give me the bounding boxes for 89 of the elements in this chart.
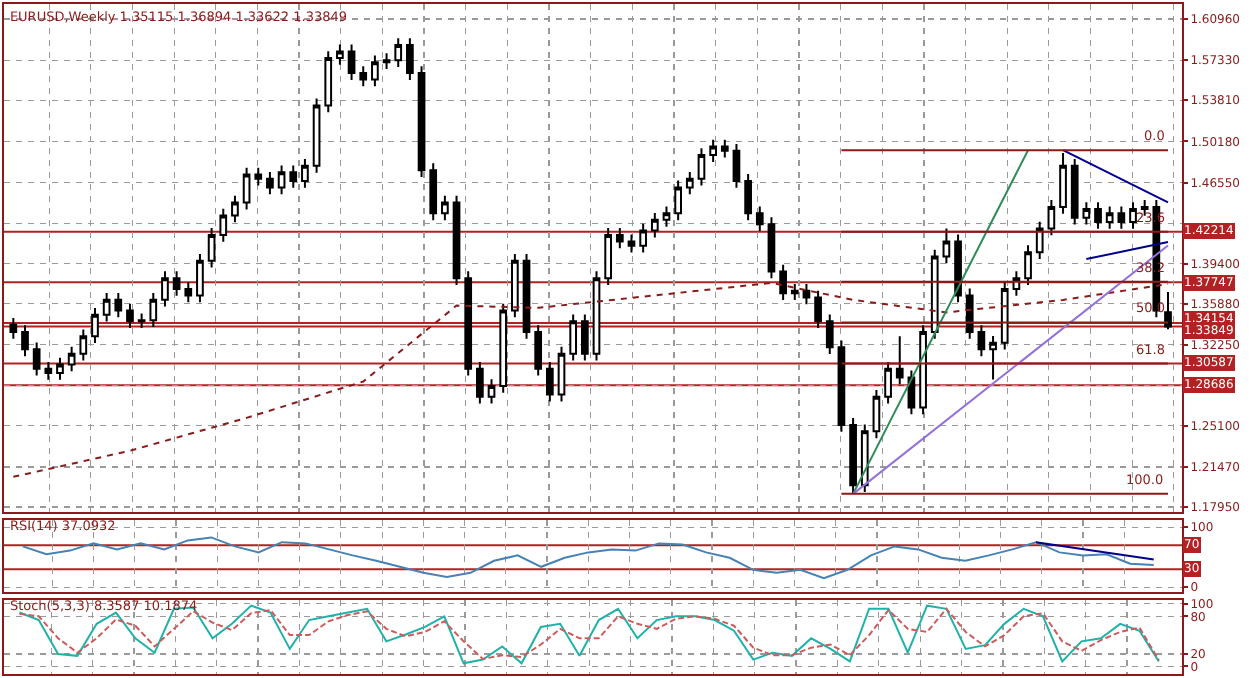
candlestick	[650, 212, 659, 239]
candlestick	[429, 162, 438, 222]
candlestick	[172, 270, 181, 297]
candlestick	[1000, 281, 1009, 351]
candlestick	[1082, 201, 1091, 226]
candlestick	[1024, 244, 1032, 286]
candlestick	[312, 97, 321, 174]
candlestick	[91, 306, 99, 345]
candlestick	[965, 287, 974, 340]
candlestick	[231, 194, 239, 224]
candlestick	[359, 65, 368, 88]
candlestick	[219, 207, 228, 243]
candlestick	[301, 158, 309, 189]
candlestick	[1035, 220, 1044, 260]
candlestick	[149, 291, 158, 329]
candlestick	[1164, 291, 1172, 331]
candlestick	[767, 216, 776, 280]
candlestick	[126, 302, 134, 330]
candlestick	[930, 248, 939, 340]
candlestick	[744, 173, 752, 222]
candlestick	[277, 164, 286, 196]
candlestick	[347, 43, 356, 81]
candlestick	[336, 43, 344, 66]
candlestick	[802, 283, 811, 306]
line-series	[21, 536, 1155, 580]
candlestick	[406, 37, 414, 81]
candlestick	[242, 166, 251, 211]
candlestick	[1117, 205, 1126, 230]
candlestick	[1129, 201, 1137, 230]
candlestick	[511, 252, 519, 319]
candlestick	[697, 147, 706, 187]
candlestick	[615, 227, 624, 250]
candlestick	[662, 205, 671, 228]
candlestick	[207, 227, 216, 269]
candlestick	[1070, 158, 1079, 226]
candlestick	[849, 417, 857, 495]
candlestick	[196, 252, 204, 304]
candlestick	[452, 194, 461, 286]
candlestick	[1047, 199, 1056, 237]
candlestick	[56, 356, 64, 381]
candlestick	[545, 360, 554, 403]
candlestick	[569, 313, 578, 362]
candlestick	[394, 37, 403, 68]
candlestick	[639, 222, 647, 254]
candlestick	[825, 313, 834, 355]
candlestick	[254, 166, 263, 187]
candlestick	[720, 138, 729, 159]
candlestick	[790, 283, 799, 302]
candlestick	[592, 270, 601, 362]
candlestick	[464, 270, 473, 377]
candlestick	[382, 52, 391, 71]
candlestick	[919, 324, 927, 416]
candlestick	[604, 227, 613, 286]
candlestick	[534, 324, 543, 377]
candlestick	[895, 335, 904, 386]
candlestick	[137, 312, 146, 330]
candlestick	[1059, 151, 1067, 215]
candlestick	[557, 345, 566, 403]
candlestick	[476, 360, 484, 405]
candlestick	[161, 270, 169, 308]
candlestick	[417, 65, 426, 178]
candlestick	[989, 334, 997, 381]
candlestick	[289, 164, 298, 189]
candlestick	[324, 50, 333, 114]
candlestick	[1105, 205, 1114, 230]
candlestick	[499, 302, 508, 394]
candlestick	[884, 360, 892, 405]
candlestick	[977, 324, 986, 358]
candlestick	[709, 138, 717, 163]
candlestick	[184, 281, 193, 304]
candlestick	[732, 142, 741, 189]
candlestick	[580, 313, 589, 362]
candlestick	[627, 233, 636, 254]
candlestick	[522, 252, 531, 340]
candlestick	[779, 263, 787, 302]
candlestick	[487, 378, 496, 405]
candlestick	[441, 194, 449, 222]
candlestick	[755, 205, 764, 232]
candlestick	[371, 54, 379, 88]
candlestick	[685, 170, 694, 196]
candlestick	[872, 388, 881, 440]
candlestick	[814, 289, 822, 330]
candlestick	[674, 179, 682, 222]
candlestick	[942, 227, 951, 265]
candlestick	[1094, 201, 1102, 230]
candlestick	[21, 324, 29, 358]
candlestick	[266, 170, 274, 196]
candlestick	[837, 339, 846, 433]
candlestick	[9, 317, 18, 340]
